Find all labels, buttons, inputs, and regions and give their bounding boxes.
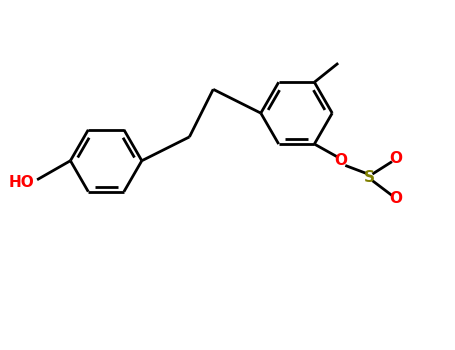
Text: HO: HO [9, 175, 35, 190]
Text: O: O [389, 151, 402, 166]
Text: O: O [334, 153, 347, 168]
Text: O: O [389, 191, 402, 206]
Text: S: S [364, 170, 374, 185]
